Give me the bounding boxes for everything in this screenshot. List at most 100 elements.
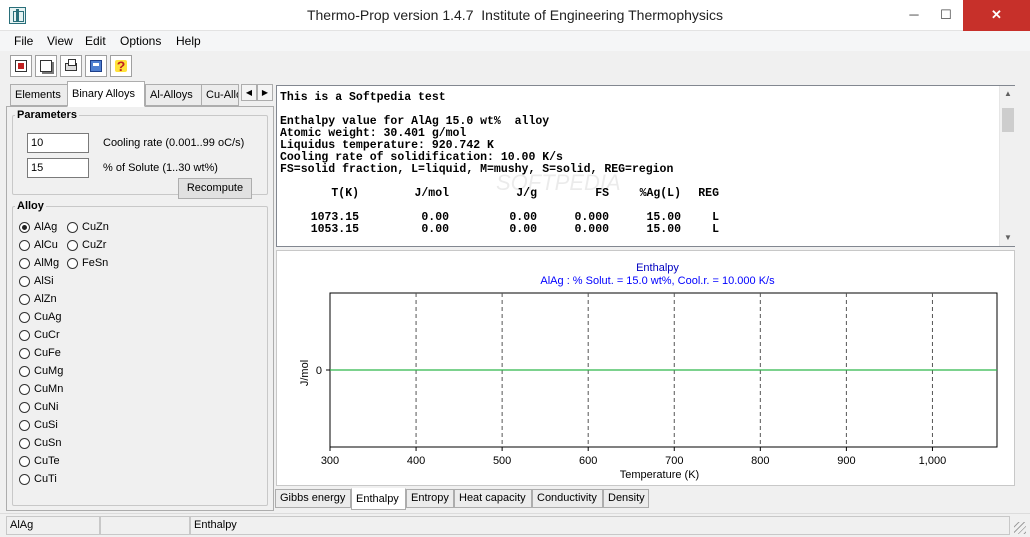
output-line: Enthalpy value for AlAg 15.0 wt% alloy [280, 115, 550, 128]
solute-input[interactable] [27, 158, 89, 178]
tab-heat-capacity[interactable]: Heat capacity [454, 489, 532, 508]
window-title: Thermo-Prop version 1.4.7 Institute of E… [306, 7, 724, 23]
cooling-rate-input[interactable] [27, 133, 89, 153]
alloy-label: AlMg [34, 257, 60, 269]
table-cell: L [712, 223, 719, 236]
tab-scroll-left[interactable]: ◀ [241, 84, 257, 101]
tab-gibbs-energy[interactable]: Gibbs energy [275, 489, 351, 508]
radio-dot[interactable] [19, 456, 30, 467]
menu-edit[interactable]: Edit [85, 34, 106, 48]
scroll-down-arrow[interactable]: ▼ [1004, 233, 1012, 242]
cooling-rate-label: Cooling rate (0.001..99 oC/s) [103, 137, 245, 149]
close-button[interactable]: ✕ [963, 0, 1030, 31]
help-button[interactable]: ? [110, 55, 132, 77]
radio-dot[interactable] [67, 222, 78, 233]
menu-options[interactable]: Options [120, 34, 162, 48]
copy-button[interactable] [35, 55, 57, 77]
calculator-button[interactable] [85, 55, 107, 77]
tab-scroll-right[interactable]: ▶ [257, 84, 273, 101]
menu-help[interactable]: Help [176, 34, 201, 48]
radio-dot[interactable] [19, 420, 30, 431]
app-icon[interactable] [9, 7, 26, 24]
output-line: Liquidus temperature: 920.742 K [280, 139, 494, 152]
alloy-label: CuCr [34, 329, 60, 341]
radio-dot[interactable] [19, 294, 30, 305]
radio-dot[interactable] [19, 402, 30, 413]
alloy-label: CuMg [34, 365, 64, 377]
alloy-group: Alloy AlAg AlCu AlMg AlSi AlZn CuAg CuCr CuFe Cu… [12, 200, 268, 506]
solute-label: % of Solute (1..30 wt%) [103, 162, 218, 174]
table-header-cell: %Ag(L) [639, 187, 681, 200]
radio-dot[interactable] [19, 222, 30, 233]
alloy-label: CuAg [34, 311, 62, 323]
minimize-button[interactable]: ─ [909, 7, 919, 22]
table-header-cell: REG [698, 187, 719, 200]
recompute-button[interactable]: Recompute [178, 178, 252, 199]
radio-dot[interactable] [67, 240, 78, 251]
chart-title: Enthalpy [636, 262, 679, 274]
x-tick-label: 500 [493, 455, 511, 467]
binary-alloys-panel: Parameters Cooling rate (0.001..99 oC/s)… [6, 106, 274, 511]
radio-dot[interactable] [19, 258, 30, 269]
status-alloy: AlAg [6, 516, 100, 535]
radio-dot[interactable] [67, 258, 78, 269]
tab-conductivity[interactable]: Conductivity [532, 489, 603, 508]
table-header-cell: FS [595, 187, 609, 200]
tab-al-alloys[interactable]: Al-Alloys [145, 84, 202, 106]
x-tick-label: 800 [751, 455, 769, 467]
output-line: This is a Softpedia test [280, 91, 446, 104]
resize-grip[interactable] [1014, 522, 1026, 534]
alloy-label: CuZn [82, 221, 109, 233]
x-axis-label: Temperature (K) [620, 469, 699, 481]
property-tabs: Gibbs energy Enthalpy Entropy Heat capac… [274, 488, 1016, 512]
open-button[interactable] [10, 55, 32, 77]
menu-file[interactable]: File [14, 34, 34, 48]
radio-dot[interactable] [19, 474, 30, 485]
alloy-label: CuMn [34, 383, 64, 395]
tab-elements[interactable]: Elements [10, 84, 68, 106]
table-header-cell: J/mol [414, 187, 449, 200]
maximize-button[interactable]: ☐ [940, 7, 952, 22]
chart-subtitle: AlAg : % Solut. = 15.0 wt%, Cool.r. = 10… [540, 275, 775, 287]
radio-dot[interactable] [19, 366, 30, 377]
toolbar: ? [0, 51, 1030, 81]
table-cell: 1053.15 [310, 223, 359, 236]
alloy-label: FeSn [82, 257, 109, 269]
menu-view[interactable]: View [47, 34, 73, 48]
radio-dot[interactable] [19, 240, 30, 251]
alloy-label: AlZn [34, 293, 57, 305]
menu-bar: File View Edit Options Help [0, 31, 1030, 51]
y-axis-label: J/mol [299, 360, 311, 386]
alloy-label: CuTi [34, 473, 57, 485]
radio-dot[interactable] [19, 276, 30, 287]
parameters-group: Parameters Cooling rate (0.001..99 oC/s)… [12, 109, 268, 199]
radio-dot[interactable] [19, 384, 30, 395]
table-cell: 0.000 [574, 211, 609, 224]
print-button[interactable] [60, 55, 82, 77]
tab-cu-alloys[interactable]: Cu-Allo [201, 84, 239, 106]
radio-dot[interactable] [19, 348, 30, 359]
alloy-label: CuSi [34, 419, 58, 431]
table-cell: L [712, 211, 719, 224]
tab-entropy[interactable]: Entropy [406, 489, 454, 508]
radio-dot[interactable] [19, 438, 30, 449]
scroll-up-arrow[interactable]: ▲ [1004, 89, 1012, 98]
table-cell: 15.00 [646, 223, 681, 236]
tab-enthalpy[interactable]: Enthalpy [351, 488, 406, 510]
table-cell: 0.00 [421, 211, 449, 224]
output-line: FS=solid fraction, L=liquid, M=mushy, S=… [280, 163, 674, 176]
output-line: Atomic weight: 30.401 g/mol [280, 127, 467, 140]
tab-density[interactable]: Density [603, 489, 649, 508]
x-tick-label: 300 [321, 455, 339, 467]
tab-binary-alloys[interactable]: Binary Alloys [67, 81, 145, 107]
scroll-thumb[interactable] [1002, 108, 1014, 132]
alloy-label: CuZr [82, 239, 107, 251]
table-cell: 0.00 [421, 223, 449, 236]
output-text-area[interactable]: This is a Softpedia test Enthalpy value f… [276, 85, 1015, 247]
radio-dot[interactable] [19, 330, 30, 341]
x-tick-label: 600 [579, 455, 597, 467]
radio-dot[interactable] [19, 312, 30, 323]
output-scrollbar[interactable]: ▲ ▼ [999, 86, 1015, 246]
x-tick-label: 400 [407, 455, 425, 467]
